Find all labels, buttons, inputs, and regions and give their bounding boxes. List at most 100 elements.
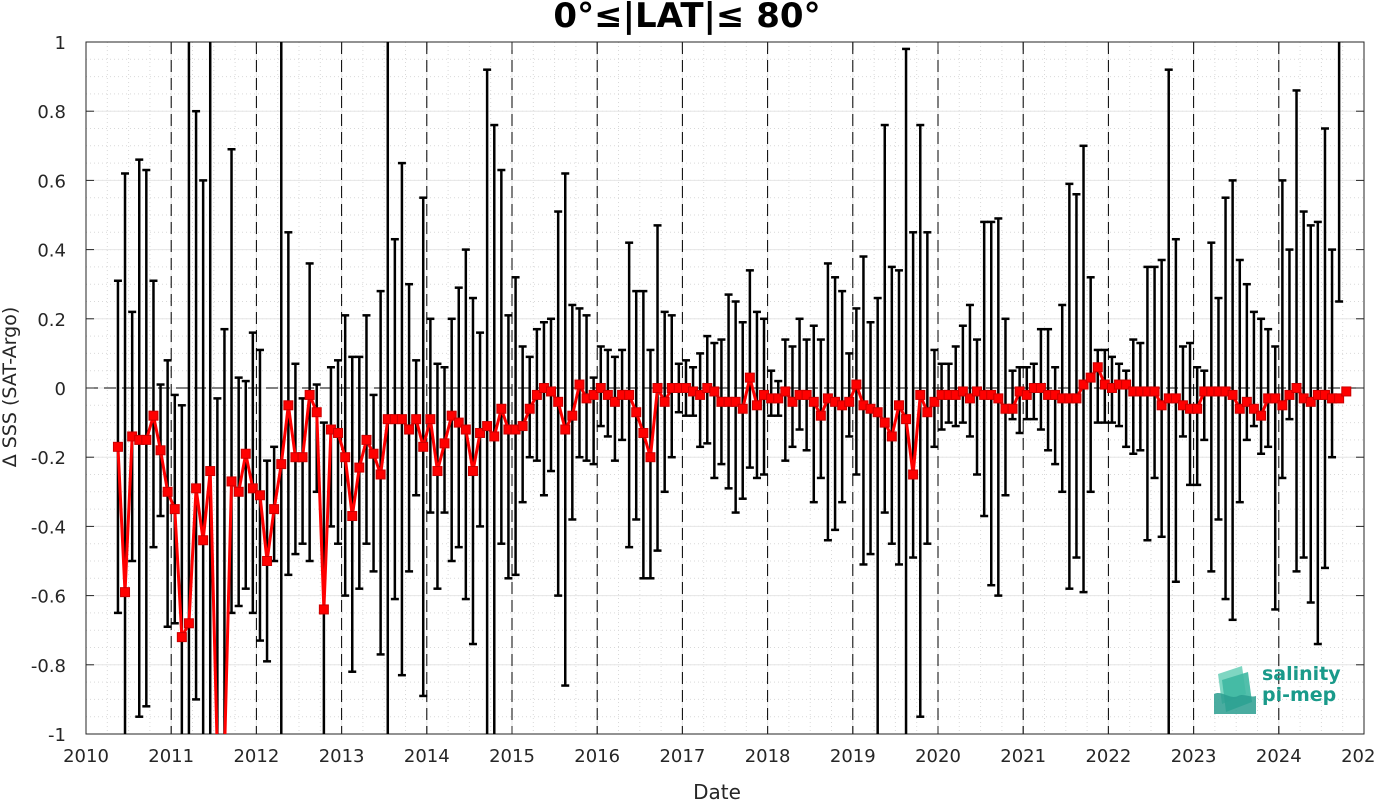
mean-marker [432,466,443,477]
mean-marker [1291,383,1302,393]
mean-marker [482,421,493,432]
y-tick-label: 0.6 [37,171,66,192]
mean-marker [602,389,613,400]
mean-marker [1305,396,1316,407]
y-tick-label: 0.4 [37,241,66,262]
x-tick-label: 2021 [1000,746,1046,767]
mean-marker [1149,386,1160,397]
mean-marker [709,386,720,397]
x-tick-label: 2020 [915,746,961,767]
mean-marker [169,504,180,515]
mean-marker [340,452,351,463]
mean-marker [1270,393,1281,404]
mean-marker [198,535,209,546]
mean-marker [652,383,663,393]
mean-marker [893,400,904,411]
mean-marker [354,462,365,473]
mean-marker [1284,389,1295,400]
mean-marker [439,438,450,449]
mean-markers [112,362,1352,759]
mean-marker [262,556,273,566]
mean-marker [915,389,926,400]
mean-marker [901,414,912,425]
mean-marker [1092,362,1103,373]
mean-marker [496,403,507,414]
mean-marker [213,750,222,759]
mean-marker [240,448,251,459]
mean-marker [531,389,542,400]
mean-marker [1121,379,1132,390]
x-tick-label: 2025 [1341,746,1374,767]
mean-marker [879,417,890,428]
mean-marker [220,750,229,759]
mean-marker [311,407,322,418]
mean-marker [283,400,294,411]
mean-marker [1021,389,1032,400]
mean-marker [411,414,422,425]
mean-marker [624,389,635,400]
mean-marker [446,410,457,421]
mean-marker [957,386,968,397]
mean-marker [1241,396,1252,407]
mean-marker [425,414,436,425]
axis-ticks: -1 -0.8 -0.6 -0.4 -0.2 0 0.2 0.4 0.6 0.8 1 2010 2011… [31,33,1374,767]
mean-marker [460,424,471,435]
mean-marker [744,372,755,383]
x-tick-label: 2019 [830,746,876,767]
mean-marker [645,452,656,463]
x-tick-label: 2010 [63,746,109,767]
y-tick-label: -0.6 [31,587,66,608]
mean-marker [1192,403,1203,414]
mean-marker [1256,410,1267,421]
mean-marker [631,407,642,418]
mean-marker [1248,403,1259,414]
mean-marker [787,396,798,407]
mean-marker [1334,393,1345,404]
mean-marker [347,511,358,522]
mean-marker [254,490,265,501]
mean-marker [886,431,897,442]
mean-marker [247,483,258,494]
mean-marker [1170,393,1181,404]
mean-marker [751,400,762,411]
mean-marker [404,424,415,435]
mean-marker [560,424,571,435]
mean-marker [595,383,606,393]
mean-marker [1341,386,1352,397]
mean-marker [368,448,379,459]
mean-marker [815,410,826,421]
mean-marker [872,407,883,418]
mean-marker [226,476,237,487]
error-bars [113,42,1344,734]
mean-marker [929,396,940,407]
mean-marker [695,389,706,400]
mean-marker [1156,400,1167,411]
mean-marker [233,486,244,497]
x-tick-label: 2012 [233,746,279,767]
mean-marker [396,414,407,425]
mean-marker [1007,403,1018,414]
logo-text: salinity pi-mep [1262,664,1341,706]
mean-marker [205,466,216,477]
mean-marker [517,421,528,432]
mean-marker [148,410,159,421]
mean-marker [1078,379,1089,390]
mean-marker [773,393,784,404]
mean-marker [1035,383,1046,393]
mean-marker [269,504,280,515]
mean-marker [780,386,791,397]
mean-marker [546,386,557,397]
mean-marker [588,389,599,400]
mean-marker [375,469,386,480]
mean-marker [922,407,933,418]
mean-marker [730,396,741,407]
mean-marker [318,604,329,615]
mean-marker [183,618,194,629]
mean-marker [1277,400,1288,411]
x-tick-label: 2014 [404,746,450,767]
grid-layer [85,41,1365,735]
y-tick-label: 0.2 [37,310,66,331]
mean-marker [361,434,372,445]
logo-line-1: salinity [1262,663,1341,685]
mean-marker [638,427,649,438]
